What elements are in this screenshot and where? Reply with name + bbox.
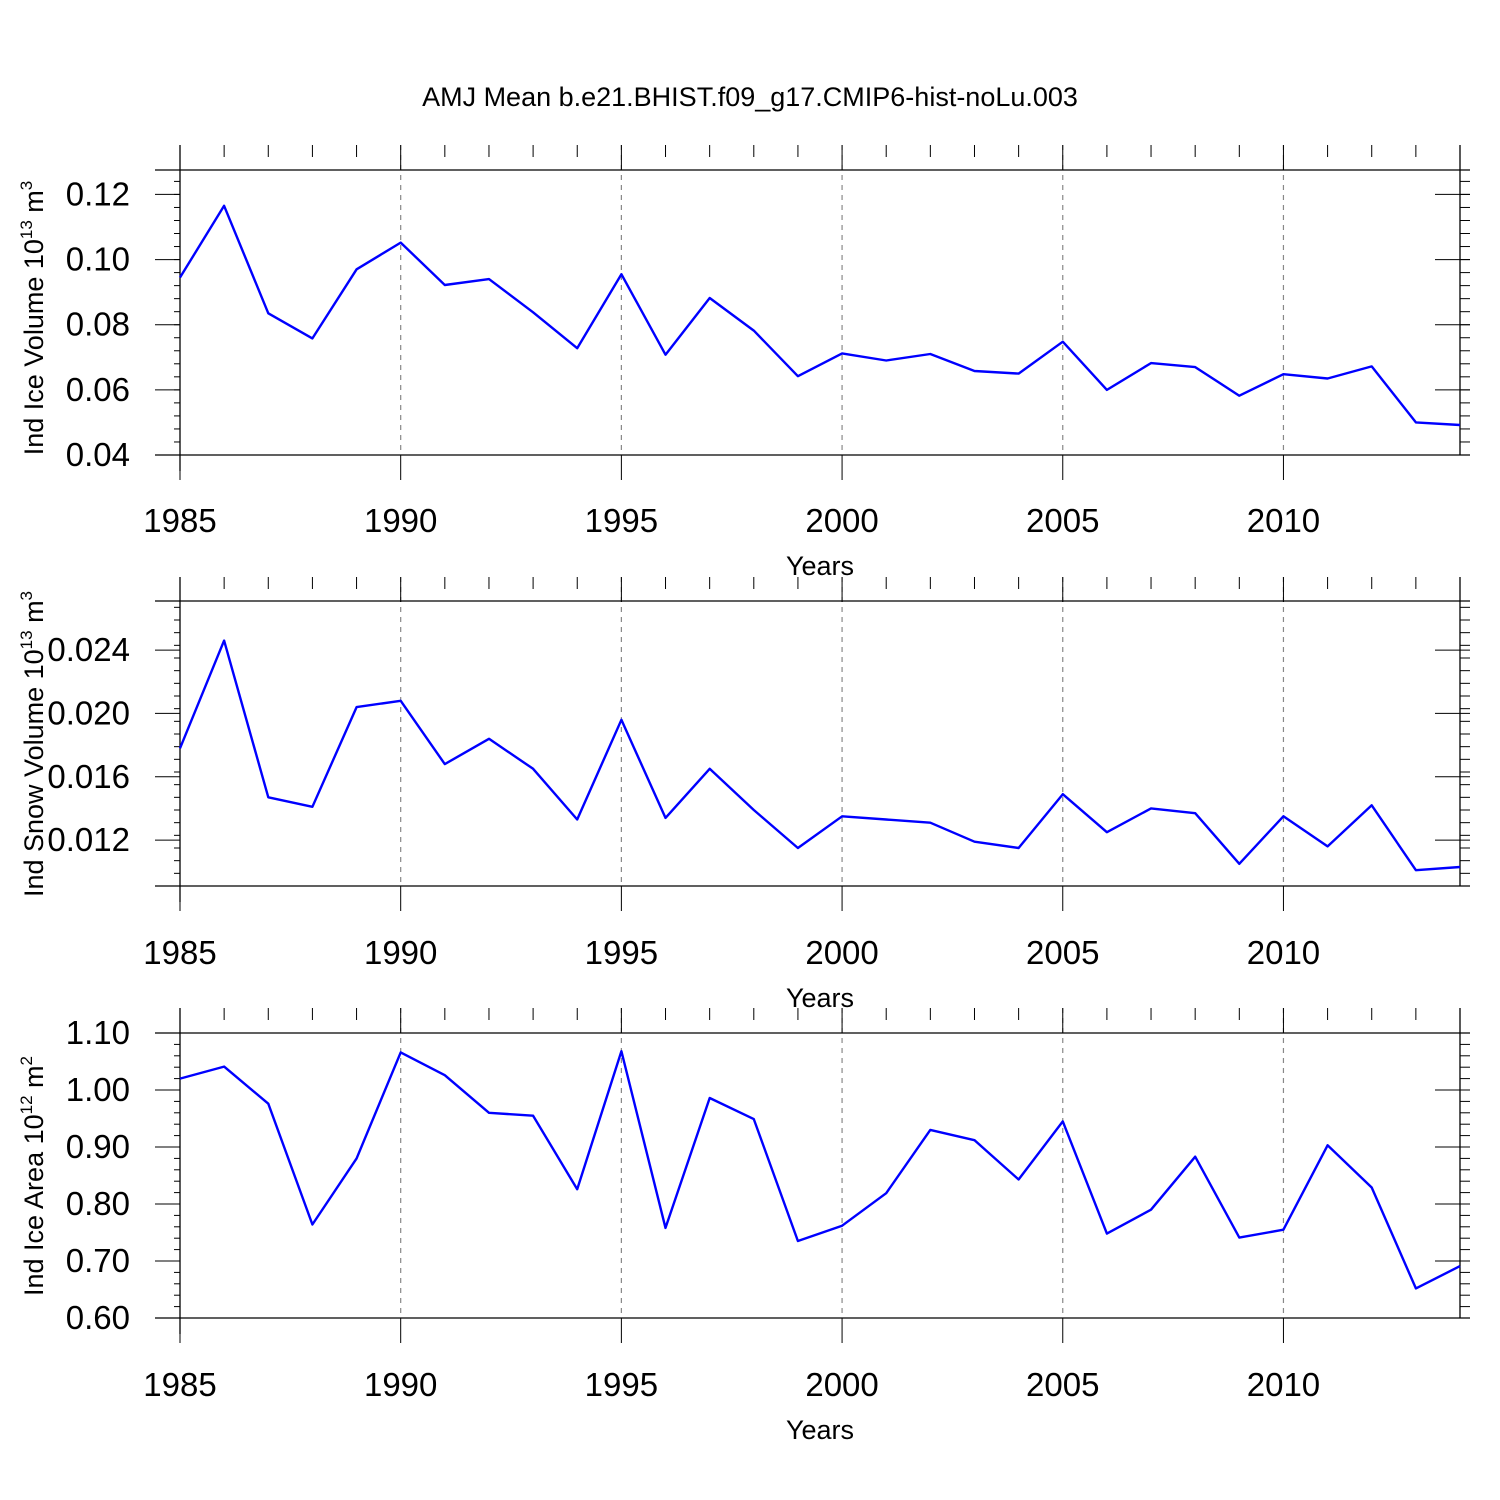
y-axis-title: Ind Ice Volume 1013 m3: [17, 181, 49, 456]
y-axis-title-ylabel-unit-exp: 3: [17, 181, 36, 190]
y-tick-label: 0.90: [66, 1128, 130, 1165]
x-tick-label: 2010: [1247, 1366, 1320, 1403]
x-tick-label: 2010: [1247, 502, 1320, 539]
y-axis-title-ylabel: Ind Snow Volume 10: [19, 649, 49, 897]
y-tick-label: 0.60: [66, 1299, 130, 1336]
y-axis-title-ylabel: Ind Ice Volume 10: [19, 239, 49, 455]
x-tick-label: 1985: [143, 502, 216, 539]
x-tick-label: 2000: [805, 502, 878, 539]
x-tick-label: 2005: [1026, 934, 1099, 971]
x-tick-label: 2000: [805, 1366, 878, 1403]
y-tick-label: 0.10: [66, 241, 130, 278]
panel-1: 1985 1990 1995 2000 2005 2010 0.04 0.06 0.08 0.10…: [17, 145, 1470, 581]
x-tick-label: 2005: [1026, 1366, 1099, 1403]
x-tick-label: 1990: [364, 502, 437, 539]
y-tick-label: 0.024: [47, 631, 130, 668]
x-tick-label: 1995: [585, 934, 658, 971]
y-tick-label: 0.70: [66, 1242, 130, 1279]
y-axis-title-ylabel-exp: 13: [17, 220, 36, 239]
y-tick-label: 0.08: [66, 306, 130, 343]
series-line: [178, 204, 1461, 427]
y-tick-label: 0.80: [66, 1185, 130, 1222]
y-tick-label: 0.04: [66, 436, 130, 473]
y-tick-label: 1.00: [66, 1071, 130, 1108]
x-tick-label: 1985: [143, 934, 216, 971]
y-tick-label: 1.10: [66, 1014, 130, 1051]
panel-2: 1985 1990 1995 2000 2005 2010 0.012 0.016 0.020 0…: [17, 577, 1470, 1013]
x-tick-label: 2005: [1026, 502, 1099, 539]
y-axis-title-ylabel-unit: m: [19, 600, 49, 630]
y-axis-title: Ind Snow Volume 1013 m3: [17, 591, 49, 897]
y-axis-title-ylabel-unit-exp: 2: [17, 1056, 36, 1065]
y-axis-title-ylabel-exp: 12: [17, 1095, 36, 1114]
y-tick-label: 0.06: [66, 371, 130, 408]
series-line: [179, 1049, 1461, 1290]
x-tick-label: 2000: [805, 934, 878, 971]
x-tick-label: 2010: [1247, 934, 1320, 971]
panel-3: 1985 1990 1995 2000 2005 2010 0.60 0.70 0.80 0.90…: [17, 1008, 1470, 1445]
x-tick-label: 1995: [585, 1366, 658, 1403]
y-axis-title: Ind Ice Area 1012 m2: [17, 1056, 49, 1296]
x-axis-title: Years: [786, 1415, 854, 1445]
chart-title: AMJ Mean b.e21.BHIST.f09_g17.CMIP6-hist-…: [422, 82, 1078, 112]
x-axis-title: Years: [786, 551, 854, 581]
y-tick-label: 0.016: [47, 758, 130, 795]
y-axis-title-ylabel-unit: m: [19, 1065, 49, 1095]
y-tick-label: 0.12: [66, 175, 130, 212]
y-axis-title-ylabel-unit-exp: 3: [17, 591, 36, 600]
x-tick-label: 1985: [143, 1366, 216, 1403]
x-axis-title: Years: [786, 983, 854, 1013]
x-tick-label: 1995: [585, 502, 658, 539]
x-tick-label: 1990: [364, 1366, 437, 1403]
y-axis-title-ylabel-unit: m: [19, 190, 49, 220]
series-line: [178, 639, 1461, 872]
y-tick-label: 0.020: [47, 694, 130, 731]
y-tick-label: 0.012: [47, 821, 130, 858]
y-axis-title-ylabel-exp: 13: [17, 630, 36, 649]
y-axis-title-ylabel: Ind Ice Area 10: [19, 1114, 49, 1296]
x-tick-label: 1990: [364, 934, 437, 971]
